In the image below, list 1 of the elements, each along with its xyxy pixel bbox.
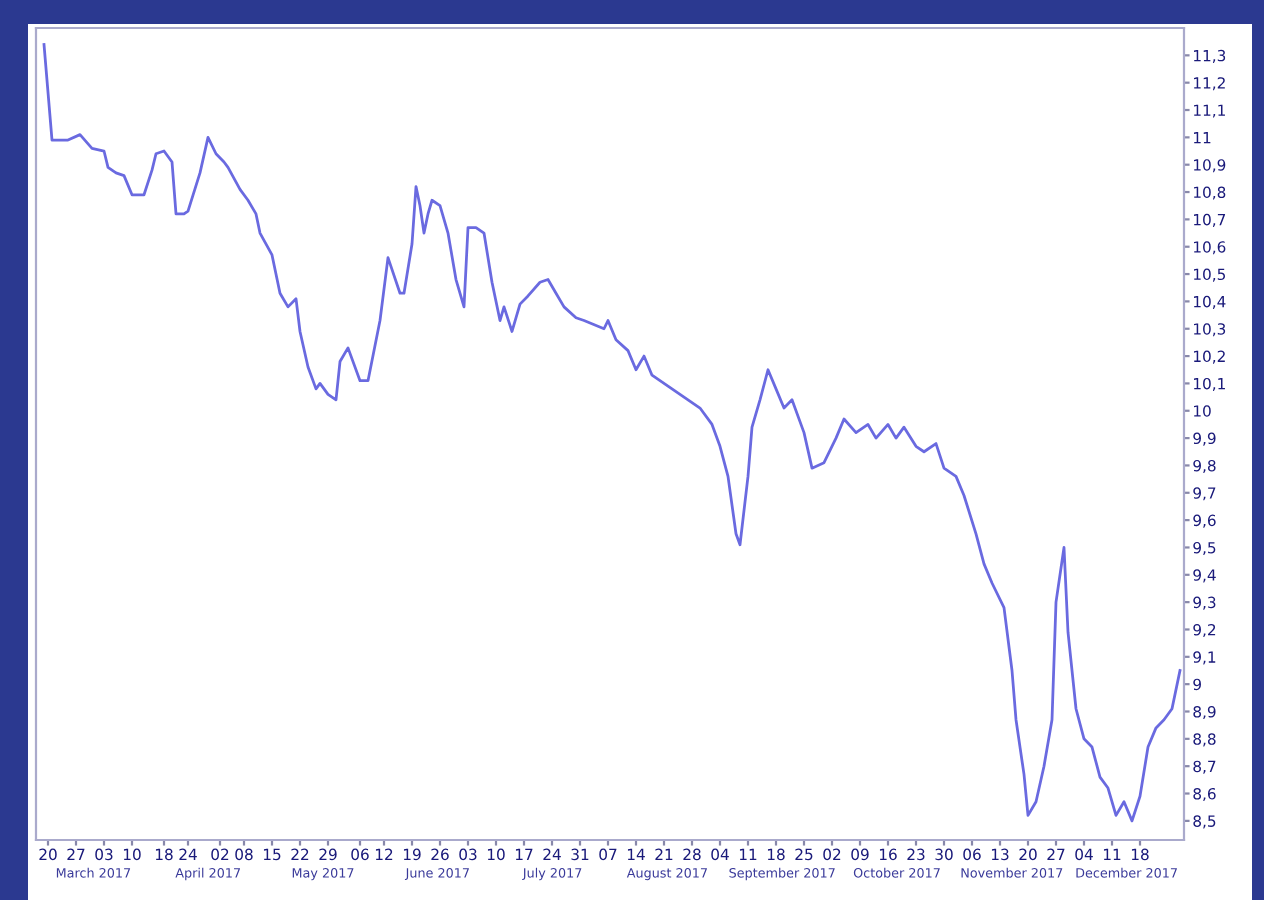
line-series <box>42 43 1182 823</box>
